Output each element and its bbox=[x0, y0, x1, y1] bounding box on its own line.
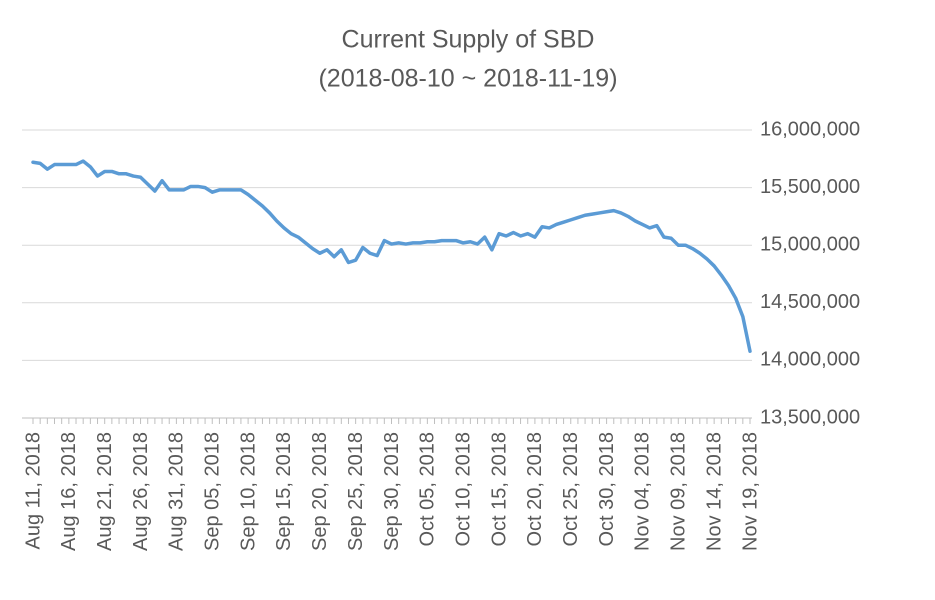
x-tick-label: Oct 15, 2018 bbox=[488, 432, 510, 547]
x-tick-label: Nov 09, 2018 bbox=[668, 432, 690, 551]
x-tick-label: Oct 25, 2018 bbox=[560, 432, 582, 547]
x-tick-label: Aug 16, 2018 bbox=[58, 432, 80, 551]
x-tick-label: Aug 11, 2018 bbox=[22, 432, 44, 550]
y-tick-label: 15,500,000 bbox=[760, 176, 860, 198]
x-tick-label: Nov 14, 2018 bbox=[703, 432, 725, 551]
y-tick-label: 16,000,000 bbox=[760, 118, 860, 140]
chart-subtitle: (2018-08-10 ~ 2018-11-19) bbox=[318, 65, 617, 93]
x-tick-label: Oct 20, 2018 bbox=[524, 432, 546, 547]
y-tick-label: 14,500,000 bbox=[760, 291, 860, 313]
x-tick-label: Sep 10, 2018 bbox=[237, 432, 259, 551]
x-tick-label: Aug 31, 2018 bbox=[166, 432, 188, 551]
x-tick-label: Sep 05, 2018 bbox=[202, 432, 224, 551]
y-tick-label: 15,000,000 bbox=[760, 233, 860, 255]
x-tick-label: Sep 15, 2018 bbox=[273, 432, 295, 551]
x-tick-label: Sep 30, 2018 bbox=[381, 432, 403, 551]
data-line bbox=[31, 159, 752, 353]
x-tick-label: Sep 25, 2018 bbox=[345, 432, 367, 551]
x-tick-label: Sep 20, 2018 bbox=[309, 432, 331, 551]
x-tick-label: Oct 05, 2018 bbox=[417, 432, 439, 547]
x-tick-label: Nov 04, 2018 bbox=[632, 432, 654, 551]
y-tick-label: 13,500,000 bbox=[760, 406, 860, 428]
x-tick-label: Oct 10, 2018 bbox=[452, 432, 474, 547]
x-tick-label: Nov 19, 2018 bbox=[739, 432, 761, 551]
chart-title: Current Supply of SBD bbox=[342, 26, 595, 54]
x-tick-label: Oct 30, 2018 bbox=[596, 432, 618, 547]
x-tick-label: Aug 26, 2018 bbox=[130, 432, 152, 551]
y-tick-label: 14,000,000 bbox=[760, 349, 860, 371]
x-tick-label: Aug 21, 2018 bbox=[94, 432, 116, 551]
